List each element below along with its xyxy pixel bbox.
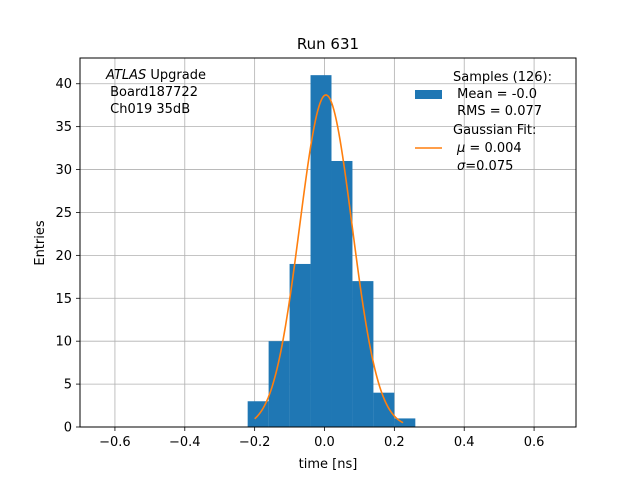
y-tick-label: 5 [64, 378, 72, 393]
legend-samples-swatch [415, 90, 442, 99]
y-tick-label: 25 [55, 206, 72, 221]
legend-samples-title: Samples (126): [453, 70, 552, 85]
x-tick-label: −0.4 [169, 435, 201, 450]
y-axis-ticks: 0 5 10 15 20 25 30 35 40 [55, 77, 80, 436]
annotation-board: Board187722 [106, 85, 198, 100]
legend-fit-mu: μ = 0.004 [456, 141, 522, 156]
legend-mu-value: = 0.004 [465, 141, 521, 156]
x-tick-label: 0.6 [524, 435, 545, 450]
legend-samples-rms: RMS = 0.077 [453, 104, 542, 119]
histogram-bar [331, 160, 353, 427]
chart-title: Run 631 [297, 35, 359, 53]
x-tick-label: −0.6 [99, 435, 131, 450]
legend-mu-symbol: μ [456, 141, 465, 156]
annotation-upgrade: Upgrade [146, 68, 206, 83]
histogram-bar [268, 341, 290, 427]
histogram-bar [352, 281, 374, 427]
histogram-bar [373, 392, 395, 427]
legend-samples-mean: Mean = -0.0 [453, 87, 537, 102]
legend-sigma-symbol: σ [457, 159, 466, 174]
y-tick-label: 15 [55, 292, 72, 307]
y-tick-label: 40 [55, 77, 72, 92]
x-tick-label: 0.2 [384, 435, 405, 450]
histogram-bar [310, 75, 332, 428]
x-tick-label: 0.4 [454, 435, 475, 450]
legend-fit-title: Gaussian Fit: [453, 123, 536, 138]
plot-frame [79, 57, 577, 428]
legend-fit-sigma: σ=0.075 [457, 159, 513, 174]
x-axis-ticks: −0.6 −0.4 −0.2 0.0 0.2 0.4 0.6 [99, 427, 544, 450]
x-tick-label: −0.2 [239, 435, 271, 450]
y-tick-label: 30 [55, 163, 72, 178]
y-tick-label: 35 [55, 120, 72, 135]
x-tick-label: 0.0 [314, 435, 335, 450]
legend-sigma-value: =0.075 [465, 159, 513, 174]
histogram-bar [394, 418, 416, 427]
y-tick-label: 0 [64, 421, 72, 436]
histogram-bars [247, 75, 416, 428]
annotation-line-1: ATLAS Upgrade [105, 68, 206, 83]
annotation-channel: Ch019 35dB [106, 102, 190, 117]
gaussian-fit-curve [254, 94, 404, 424]
annotation-box: ATLAS Upgrade Board187722 Ch019 35dB [105, 68, 206, 117]
y-axis-label: Entries [33, 220, 48, 266]
histogram-bar [289, 263, 311, 427]
y-tick-label: 10 [55, 335, 72, 350]
legend: Samples (126): Mean = -0.0 RMS = 0.077 G… [415, 70, 552, 174]
y-tick-label: 20 [55, 249, 72, 264]
x-axis-label: time [ns] [299, 457, 358, 472]
fit-curve-path [254, 94, 404, 424]
annotation-atlas: ATLAS [105, 68, 146, 83]
